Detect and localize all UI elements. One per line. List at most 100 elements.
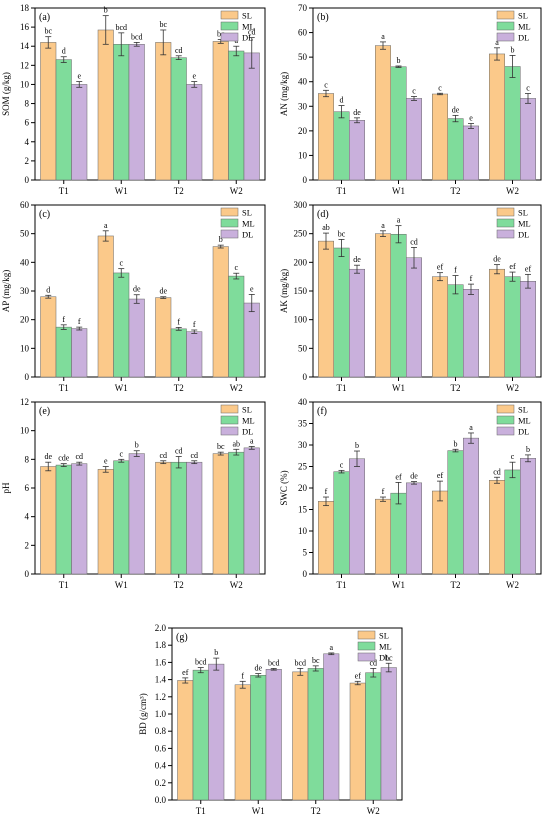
bar-ML-T2 <box>447 284 464 378</box>
bar-DL-T2 <box>463 289 479 378</box>
significance-label: cde <box>58 454 70 463</box>
legend-swatch-DL <box>496 32 515 42</box>
bar-ML-W1 <box>390 66 407 181</box>
y-tick-label: 60 <box>298 28 308 38</box>
y-tick-label: 30 <box>298 101 308 111</box>
bar-SL-W1 <box>234 684 251 801</box>
bar-ML-T1 <box>55 464 72 575</box>
y-tick-label: 18 <box>20 3 30 13</box>
bar-DL-W2 <box>380 667 397 801</box>
significance-label: de <box>410 472 418 481</box>
bar-SL-T2 <box>292 671 309 801</box>
bar-SL-W1 <box>97 235 114 378</box>
significance-label: a <box>381 221 385 230</box>
significance-label: f <box>177 317 180 326</box>
significance-label: cd <box>75 452 83 461</box>
x-tick-label: W1 <box>115 580 128 590</box>
significance-label: d <box>340 96 344 105</box>
significance-label: a <box>397 216 401 225</box>
y-tick-label: 60 <box>20 200 30 210</box>
significance-label: b <box>219 235 223 244</box>
significance-label: bcd <box>268 658 280 667</box>
y-tick-label: 50 <box>20 229 30 239</box>
significance-label: ef <box>509 262 516 271</box>
significance-label: de <box>452 105 460 114</box>
panel-label: (f) <box>317 406 327 417</box>
significance-label: ef <box>525 264 532 273</box>
significance-label: cd <box>248 28 256 37</box>
significance-label: a <box>250 436 254 445</box>
panel-label: (b) <box>317 12 329 23</box>
significance-label: a <box>469 423 473 432</box>
y-tick-label: 0 <box>25 372 30 382</box>
chart-panel-g: 0.0 0.2 0.4 0.6 0.8 1.0 1.2 1.4 1.6 1.8 2.0 BD (g/c… <box>138 623 403 816</box>
y-tick-label: 30 <box>20 286 30 296</box>
legend-swatch-ML <box>496 21 515 31</box>
x-tick-label: W2 <box>367 806 380 816</box>
legend-label-DL: DL <box>518 230 529 240</box>
bar-SL-W1 <box>97 469 114 575</box>
legend-swatch-ML <box>220 21 239 31</box>
bar-SL-T2 <box>155 461 172 575</box>
significance-label: cd <box>410 237 418 246</box>
significance-label: f <box>454 266 457 275</box>
bar-ML-W2 <box>228 451 245 575</box>
y-tick-label: 16 <box>20 22 30 32</box>
significance-label: f <box>382 487 385 496</box>
legend-swatch-SL <box>220 10 239 20</box>
significance-label: bcd <box>115 23 127 32</box>
significance-label: de <box>254 664 262 673</box>
significance-label: b <box>511 45 515 54</box>
significance-label: a <box>104 221 108 230</box>
significance-label: e <box>104 457 108 466</box>
x-tick-label: W1 <box>115 383 128 393</box>
bar-DL-T1 <box>71 328 88 378</box>
significance-label: f <box>62 315 65 324</box>
significance-label: c <box>511 452 515 461</box>
bar-SL-T1 <box>318 240 334 378</box>
x-tick-label: T1 <box>196 806 206 816</box>
bar-ML-W1 <box>113 44 130 181</box>
significance-label: f <box>470 274 473 283</box>
significance-label: cd <box>369 658 377 667</box>
legend-label-DL: DL <box>242 427 253 437</box>
significance-label: ef <box>182 668 189 677</box>
x-tick-label: T1 <box>337 580 347 590</box>
legend-label-SL: SL <box>242 405 252 415</box>
y-tick-label: 40 <box>20 257 30 267</box>
x-tick-label: T2 <box>451 580 461 590</box>
plot-frame <box>312 7 542 181</box>
x-tick-label: T2 <box>174 580 184 590</box>
significance-label: ab <box>232 439 240 448</box>
significance-label: b <box>104 6 108 15</box>
bar-DL-W2 <box>520 281 536 378</box>
significance-label: cd <box>159 451 167 460</box>
legend-swatch-DL <box>357 652 376 662</box>
legend-swatch-ML <box>220 415 239 425</box>
x-tick-label: T2 <box>311 806 321 816</box>
legend-swatch-SL <box>496 207 515 217</box>
significance-label: c <box>324 80 328 89</box>
bar-SL-W2 <box>212 246 229 378</box>
significance-label: c <box>412 86 416 95</box>
significance-label: cd <box>493 467 501 476</box>
bar-SL-W2 <box>489 480 505 575</box>
x-tick-label: T1 <box>337 383 347 393</box>
y-tick-label: 10 <box>298 150 308 160</box>
legend-swatch-DL <box>220 32 239 42</box>
bar-ML-W2 <box>365 672 382 801</box>
panel-label: (d) <box>317 209 329 220</box>
legend-swatch-ML <box>220 218 239 228</box>
y-tick-label: 50 <box>298 343 308 353</box>
bar-DL-T2 <box>186 84 203 181</box>
significance-label: bc <box>338 229 346 238</box>
bar-DL-T2 <box>463 125 479 181</box>
bar-DL-W2 <box>520 458 536 575</box>
legend-swatch-SL <box>220 207 239 217</box>
y-tick-label: 250 <box>294 229 308 239</box>
x-tick-label: T1 <box>59 580 69 590</box>
